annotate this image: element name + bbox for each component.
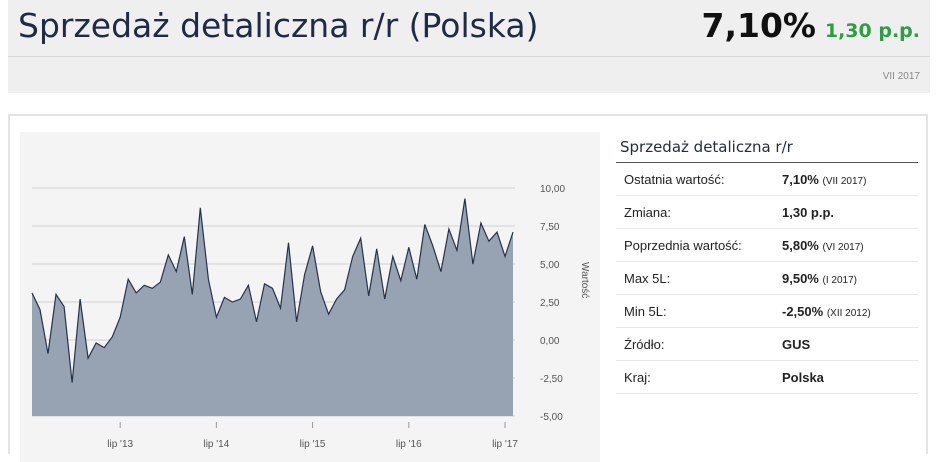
retail-sales-chart[interactable]: 10,00 7,50 5,00 2,50 0,00 -2,50 -5,00 Wartość li… bbox=[20, 132, 600, 462]
info-value-text: GUS bbox=[782, 336, 811, 352]
info-value-date: (VII 2017) bbox=[822, 175, 867, 187]
info-table: Ostatnia wartość: 7,10% (VII 2017) Zmiana:… bbox=[616, 163, 918, 394]
info-row: Poprzednia wartość: 5,80% (VI 2017) bbox=[616, 228, 918, 262]
x-tick-label: lip '16 bbox=[396, 439, 422, 450]
x-tick-label: lip '14 bbox=[203, 439, 229, 450]
info-value-text: 7,10% bbox=[782, 171, 819, 187]
chart-container[interactable]: 10,00 7,50 5,00 2,50 0,00 -2,50 -5,00 Wartość li… bbox=[20, 132, 600, 462]
info-value-text: 5,80% bbox=[782, 237, 819, 253]
series-line bbox=[31, 198, 514, 383]
info-value: 5,80% (VI 2017) bbox=[774, 228, 918, 262]
value-date: VII 2017 bbox=[882, 71, 920, 82]
info-value: -2,50% (XII 2012) bbox=[774, 294, 918, 328]
info-row: Max 5L: 9,50% (I 2017) bbox=[616, 261, 918, 295]
x-tick-label: lip '13 bbox=[107, 439, 133, 450]
info-value: 9,50% (I 2017) bbox=[774, 261, 918, 295]
info-value-text: -2,50% bbox=[782, 303, 824, 319]
y-axis-label: Wartość bbox=[579, 262, 590, 298]
info-value-text: 1,30 p.p. bbox=[782, 204, 835, 220]
info-label: Zmiana: bbox=[616, 195, 774, 229]
info-label: Min 5L: bbox=[616, 294, 774, 328]
info-value: GUS bbox=[774, 327, 918, 361]
change-value: 1,30 p.p. bbox=[824, 20, 920, 42]
info-label: Ostatnia wartość: bbox=[616, 163, 774, 196]
content-panel: 10,00 7,50 5,00 2,50 0,00 -2,50 -5,00 Wartość li… bbox=[8, 114, 928, 462]
page-title: Sprzedaż detaliczna r/r (Polska) bbox=[18, 6, 538, 45]
info-row: Źródło: GUS bbox=[616, 327, 918, 361]
info-label: Źródło: bbox=[616, 327, 774, 361]
y-tick-label: 10,00 bbox=[540, 184, 565, 195]
info-row: Kraj: Polska bbox=[616, 360, 918, 394]
header-bar: Sprzedaż detaliczna r/r (Polska) 7,10% 1… bbox=[8, 0, 930, 93]
info-value-text: Polska bbox=[782, 369, 824, 385]
y-tick-label: 5,00 bbox=[540, 260, 560, 271]
info-row: Ostatnia wartość: 7,10% (VII 2017) bbox=[616, 163, 918, 196]
info-value-date: (XII 2012) bbox=[826, 307, 871, 319]
info-title: Sprzedaż detaliczna r/r bbox=[616, 132, 918, 163]
x-tick-label: lip '17 bbox=[492, 439, 518, 450]
y-tick-label: 2,50 bbox=[540, 298, 560, 309]
header-divider bbox=[8, 56, 930, 57]
info-label: Poprzednia wartość: bbox=[616, 228, 774, 262]
info-value-date: (VI 2017) bbox=[822, 241, 864, 253]
y-tick-label: -2,50 bbox=[540, 374, 563, 385]
y-tick-label: -5,00 bbox=[540, 412, 563, 423]
current-value: 7,10% bbox=[701, 6, 817, 45]
info-value: Polska bbox=[774, 360, 918, 394]
info-value-text: 9,50% bbox=[782, 270, 819, 286]
title-country: (Polska) bbox=[408, 6, 539, 45]
x-tick-label: lip '15 bbox=[300, 439, 326, 450]
info-value: 7,10% (VII 2017) bbox=[774, 163, 918, 196]
info-label: Kraj: bbox=[616, 360, 774, 394]
series-area bbox=[32, 198, 513, 416]
info-label: Max 5L: bbox=[616, 261, 774, 295]
info-row: Min 5L: -2,50% (XII 2012) bbox=[616, 294, 918, 328]
y-tick-label: 0,00 bbox=[540, 336, 560, 347]
title-text: Sprzedaż detaliczna r/r bbox=[18, 6, 399, 45]
info-value: 1,30 p.p. bbox=[774, 195, 918, 229]
info-row: Zmiana: 1,30 p.p. bbox=[616, 195, 918, 229]
y-tick-label: 7,50 bbox=[540, 222, 560, 233]
info-value-date: (I 2017) bbox=[822, 274, 857, 286]
info-panel: Sprzedaż detaliczna r/r Ostatnia wartość… bbox=[616, 132, 918, 394]
